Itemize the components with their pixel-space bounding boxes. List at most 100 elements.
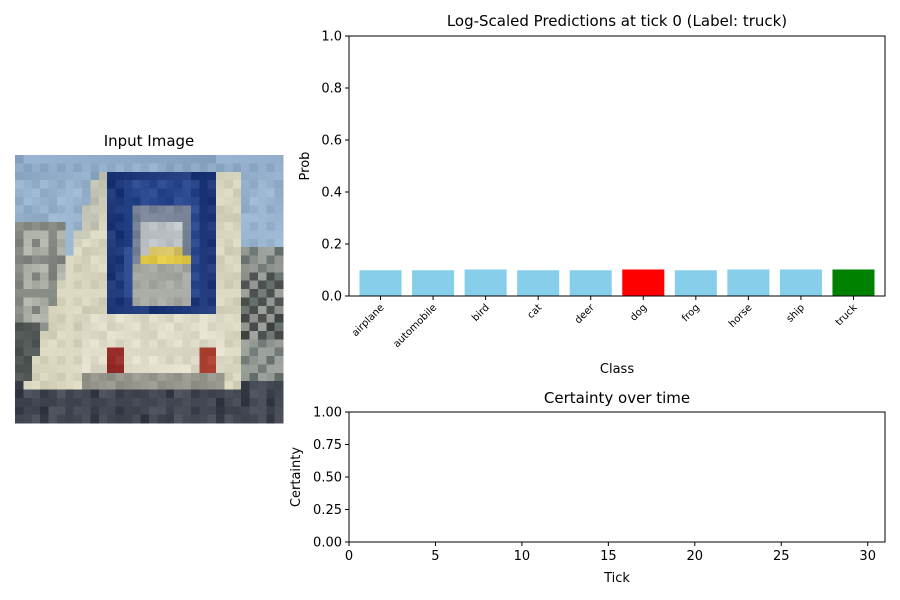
image-pixel — [98, 222, 108, 231]
image-pixel — [65, 356, 74, 365]
image-pixel — [15, 347, 24, 357]
bar-x-tick-label: frog — [680, 302, 702, 324]
image-pixel — [65, 155, 74, 164]
image-pixel — [224, 155, 234, 164]
image-pixel — [241, 389, 250, 399]
image-pixel — [31, 364, 41, 374]
image-pixel — [107, 205, 116, 214]
image-pixel — [40, 230, 49, 240]
image-pixel — [190, 171, 200, 181]
image-pixel — [174, 188, 183, 198]
image-pixel — [82, 381, 91, 390]
image-pixel — [199, 347, 208, 357]
image-pixel — [182, 364, 192, 374]
image-pixel — [40, 247, 49, 256]
bar-horse — [727, 269, 770, 296]
image-pixel — [199, 163, 208, 173]
image-pixel — [266, 356, 275, 365]
image-pixel — [31, 406, 41, 415]
image-pixel — [56, 381, 66, 390]
image-pixel — [132, 347, 141, 357]
image-pixel — [140, 213, 150, 223]
image-pixel — [65, 406, 74, 415]
image-pixel — [165, 255, 175, 265]
image-pixel — [107, 364, 116, 374]
image-pixel — [207, 414, 217, 424]
image-pixel — [174, 330, 183, 340]
image-pixel — [115, 289, 125, 298]
image-pixel — [48, 205, 58, 214]
image-pixel — [241, 155, 250, 164]
image-pixel — [224, 238, 234, 248]
image-pixel — [31, 255, 41, 265]
image-pixel — [241, 196, 250, 206]
image-pixel — [182, 397, 192, 407]
image-pixel — [224, 188, 234, 198]
image-pixel — [266, 364, 275, 374]
image-pixel — [232, 406, 242, 415]
image-pixel — [274, 339, 284, 348]
image-pixel — [190, 297, 200, 307]
image-pixel — [140, 238, 150, 248]
image-pixel — [216, 255, 225, 265]
image-pixel — [257, 188, 267, 198]
image-pixel — [266, 406, 275, 415]
image-pixel — [31, 280, 41, 290]
image-pixel — [48, 322, 58, 332]
image-pixel — [31, 155, 41, 164]
image-pixel — [23, 372, 33, 382]
bar-y-tick-label: 0.4 — [321, 186, 342, 201]
image-pixel — [123, 180, 133, 189]
image-pixel — [257, 280, 267, 290]
image-pixel — [123, 372, 133, 382]
certainty-y-tick-label: 0.25 — [313, 503, 342, 518]
image-pixel — [48, 356, 58, 365]
image-pixel — [56, 314, 66, 323]
bar-x-tick-label: cat — [526, 302, 545, 321]
image-pixel — [90, 247, 100, 256]
image-pixel — [123, 406, 133, 415]
image-pixel — [149, 322, 158, 332]
image-pixel — [174, 381, 183, 390]
image-pixel — [115, 155, 125, 164]
image-pixel — [90, 171, 100, 181]
image-pixel — [23, 255, 33, 265]
image-pixel — [31, 213, 41, 223]
image-pixel — [207, 330, 217, 340]
image-pixel — [82, 289, 91, 298]
image-pixel — [190, 188, 200, 198]
image-pixel — [15, 163, 24, 173]
image-pixel — [115, 339, 125, 348]
image-pixel — [224, 414, 234, 424]
image-pixel — [90, 372, 100, 382]
image-pixel — [165, 213, 175, 223]
image-pixel — [82, 188, 91, 198]
image-pixel — [48, 188, 58, 198]
image-pixel — [199, 406, 208, 415]
image-pixel — [98, 163, 108, 173]
image-pixel — [123, 205, 133, 214]
image-pixel — [190, 163, 200, 173]
image-pixel — [15, 314, 24, 323]
image-pixel — [15, 414, 24, 424]
image-pixel — [65, 247, 74, 256]
image-pixel — [224, 372, 234, 382]
image-pixel — [232, 322, 242, 332]
image-pixel — [207, 238, 217, 248]
image-pixel — [140, 230, 150, 240]
image-pixel — [157, 171, 167, 181]
image-pixel — [40, 339, 49, 348]
image-pixel — [40, 322, 49, 332]
image-pixel — [249, 389, 259, 399]
image-pixel — [65, 364, 74, 374]
image-pixel — [98, 414, 108, 424]
image-pixel — [199, 305, 208, 315]
image-pixel — [56, 188, 66, 198]
image-pixel — [224, 381, 234, 390]
image-pixel — [123, 222, 133, 231]
image-pixel — [165, 364, 175, 374]
image-pixel — [15, 280, 24, 290]
image-pixel — [73, 205, 83, 214]
image-pixel — [98, 322, 108, 332]
